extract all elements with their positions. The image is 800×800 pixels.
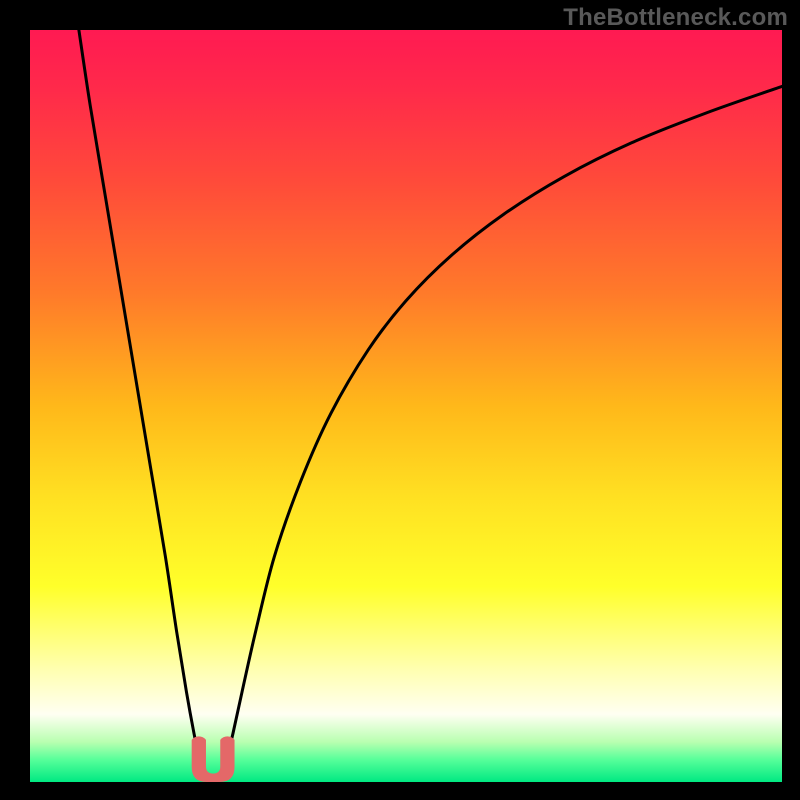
chart-background-gradient: [30, 30, 782, 782]
chart-container: TheBottleneck.com: [0, 0, 800, 800]
bottleneck-curve-chart: [0, 0, 800, 800]
watermark-text: TheBottleneck.com: [563, 4, 788, 32]
